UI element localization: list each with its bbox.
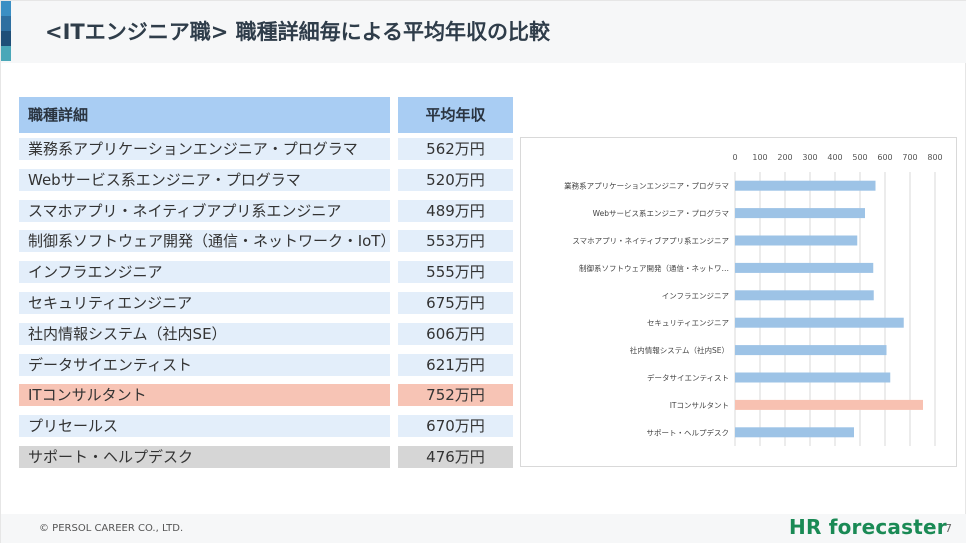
table-header-row: 職種詳細 平均年収 bbox=[19, 97, 513, 133]
x-tick-label: 100 bbox=[752, 153, 767, 162]
y-category-label: スマホアプリ・ネイティブアプリ系エンジニア bbox=[572, 236, 729, 246]
job-title-cell: プリセールス bbox=[19, 415, 390, 438]
table-row: セキュリティエンジニア 675万円 bbox=[19, 292, 513, 314]
column-header-job: 職種詳細 bbox=[19, 97, 390, 133]
salary-cell: 562万円 bbox=[398, 138, 513, 160]
bar bbox=[735, 208, 865, 219]
salary-cell: 606万円 bbox=[398, 322, 513, 345]
salary-cell: 520万円 bbox=[398, 168, 513, 191]
footer-bar bbox=[1, 514, 966, 543]
copyright-text: © PERSOL CAREER CO., LTD. bbox=[39, 523, 184, 534]
job-title-cell: Webサービス系エンジニア・プログラマ bbox=[19, 168, 390, 191]
job-title-cell: 業務系アプリケーションエンジニア・プログラマ bbox=[19, 138, 390, 160]
x-tick-label: 0 bbox=[732, 153, 737, 162]
page-title: <ITエンジニア職> 職種詳細毎による平均年収の比較 bbox=[45, 20, 551, 44]
salary-cell: 752万円 bbox=[398, 384, 513, 407]
x-tick-label: 500 bbox=[852, 153, 867, 162]
accent-stripe bbox=[1, 1, 11, 61]
y-category-label: サポート・ヘルプデスク bbox=[647, 427, 730, 437]
brand-logo: HR forecaster bbox=[789, 515, 947, 539]
salary-cell: 489万円 bbox=[398, 199, 513, 222]
bar bbox=[735, 399, 923, 410]
table-row: サポート・ヘルプデスク 476万円 bbox=[19, 446, 513, 468]
job-title-cell: データサイエンティスト bbox=[19, 353, 390, 376]
salary-cell: 555万円 bbox=[398, 261, 513, 284]
table-row: インフラエンジニア 555万円 bbox=[19, 261, 513, 284]
y-category-label: ITコンサルタント bbox=[670, 401, 729, 410]
accent-block-2 bbox=[1, 16, 11, 31]
accent-block-3 bbox=[1, 31, 11, 46]
salary-cell: 670万円 bbox=[398, 415, 513, 438]
bar bbox=[735, 317, 904, 328]
job-title-cell: ITコンサルタント bbox=[19, 384, 390, 407]
job-title-cell: スマホアプリ・ネイティブアプリ系エンジニア bbox=[19, 199, 390, 222]
bar bbox=[735, 427, 854, 438]
job-title-cell: サポート・ヘルプデスク bbox=[19, 446, 390, 468]
x-tick-label: 700 bbox=[902, 153, 917, 162]
x-tick-label: 200 bbox=[777, 153, 792, 162]
salary-cell: 675万円 bbox=[398, 292, 513, 314]
y-category-label: データサイエンティスト bbox=[647, 373, 729, 383]
y-category-label: 業務系アプリケーションエンジニア・プログラマ bbox=[564, 181, 729, 191]
bar bbox=[735, 235, 858, 246]
header-bar: <ITエンジニア職> 職種詳細毎による平均年収の比較 bbox=[1, 1, 966, 63]
bar bbox=[735, 262, 874, 273]
x-tick-label: 600 bbox=[877, 153, 892, 162]
salary-chart: 0 100 200 300 400 500 600 700 800 業務系アプリケーションエンジニ… bbox=[520, 137, 957, 467]
job-title-cell: 社内情報システム（社内SE） bbox=[19, 322, 390, 345]
bar bbox=[735, 290, 874, 301]
y-category-label: 制御系ソフトウェア開発（通信・ネットワ… bbox=[579, 263, 729, 273]
y-category-label: インフラエンジニア bbox=[662, 291, 729, 300]
table-row: ITコンサルタント 752万円 bbox=[19, 384, 513, 407]
table-row: スマホアプリ・ネイティブアプリ系エンジニア 489万円 bbox=[19, 199, 513, 222]
page-number: 7 bbox=[945, 522, 952, 535]
table-row: プリセールス 670万円 bbox=[19, 415, 513, 438]
bar bbox=[735, 345, 887, 356]
table-row: データサイエンティスト 621万円 bbox=[19, 353, 513, 376]
x-tick-label: 800 bbox=[927, 153, 942, 162]
salary-cell: 621万円 bbox=[398, 353, 513, 376]
x-tick-label: 400 bbox=[827, 153, 842, 162]
job-title-cell: インフラエンジニア bbox=[19, 261, 390, 284]
bar-chart-svg: 0 100 200 300 400 500 600 700 800 業務系アプリケーションエンジニ… bbox=[564, 153, 943, 446]
salary-cell: 476万円 bbox=[398, 446, 513, 468]
table-row: 制御系ソフトウェア開発（通信・ネットワーク・IoT） 553万円 bbox=[19, 230, 513, 253]
accent-block-1 bbox=[1, 1, 11, 16]
bar bbox=[735, 372, 891, 383]
salary-cell: 553万円 bbox=[398, 230, 513, 253]
column-header-salary: 平均年収 bbox=[398, 97, 513, 133]
x-tick-label: 300 bbox=[802, 153, 817, 162]
table-row: 業務系アプリケーションエンジニア・プログラマ 562万円 bbox=[19, 138, 513, 160]
y-category-label: 社内情報システム（社内SE） bbox=[630, 345, 729, 355]
table-row: 社内情報システム（社内SE） 606万円 bbox=[19, 322, 513, 345]
job-title-cell: 制御系ソフトウェア開発（通信・ネットワーク・IoT） bbox=[19, 230, 395, 253]
accent-block-4 bbox=[1, 46, 11, 61]
table-row: Webサービス系エンジニア・プログラマ 520万円 bbox=[19, 168, 513, 191]
bar bbox=[735, 180, 876, 191]
job-title-cell: セキュリティエンジニア bbox=[19, 292, 390, 314]
y-category-label: セキュリティエンジニア bbox=[647, 319, 729, 328]
y-category-label: Webサービス系エンジニア・プログラマ bbox=[593, 208, 729, 218]
